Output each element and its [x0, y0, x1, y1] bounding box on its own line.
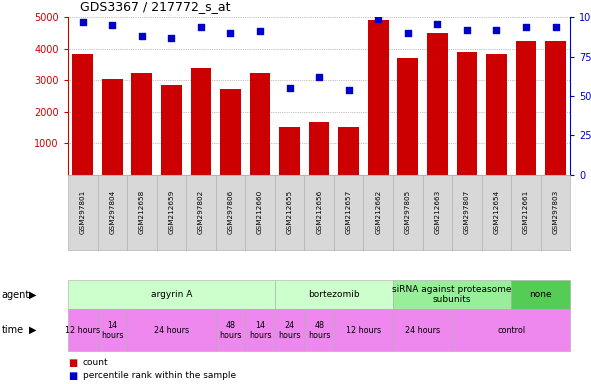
- Text: GSM297803: GSM297803: [553, 190, 558, 234]
- Point: [551, 24, 560, 30]
- Text: agent: agent: [2, 290, 30, 300]
- Text: ▶: ▶: [29, 325, 36, 335]
- Point: [314, 74, 324, 80]
- Text: GSM212661: GSM212661: [523, 190, 529, 234]
- Text: 12 hours: 12 hours: [346, 326, 381, 335]
- Text: bortezomib: bortezomib: [308, 290, 360, 299]
- Bar: [161, 85, 181, 175]
- Text: percentile rank within the sample: percentile rank within the sample: [83, 371, 236, 380]
- Text: GSM212659: GSM212659: [168, 190, 174, 234]
- Text: GSM212656: GSM212656: [316, 190, 322, 234]
- Bar: [486, 55, 506, 175]
- Text: GSM297804: GSM297804: [109, 190, 115, 234]
- Text: 24 hours: 24 hours: [405, 326, 440, 335]
- Bar: [249, 73, 270, 175]
- Text: none: none: [530, 290, 552, 299]
- Text: GSM297806: GSM297806: [228, 190, 233, 234]
- Point: [374, 16, 383, 22]
- Text: 48
hours: 48 hours: [308, 321, 330, 340]
- Text: GSM212655: GSM212655: [287, 190, 293, 234]
- Point: [462, 27, 472, 33]
- Point: [226, 30, 235, 36]
- Bar: [456, 52, 477, 175]
- Bar: [279, 127, 300, 175]
- Bar: [368, 20, 389, 175]
- Bar: [72, 55, 93, 175]
- Point: [78, 19, 87, 25]
- Bar: [190, 68, 211, 175]
- Point: [521, 24, 531, 30]
- Bar: [131, 73, 152, 175]
- Text: GSM297805: GSM297805: [405, 190, 411, 234]
- Text: ■: ■: [68, 371, 77, 381]
- Text: control: control: [497, 326, 525, 335]
- Bar: [309, 122, 329, 175]
- Bar: [427, 33, 447, 175]
- Bar: [102, 79, 123, 175]
- Point: [167, 35, 176, 41]
- Text: GSM212663: GSM212663: [434, 190, 440, 234]
- Text: 14
hours: 14 hours: [249, 321, 271, 340]
- Text: ▶: ▶: [29, 290, 36, 300]
- Text: 14
hours: 14 hours: [101, 321, 124, 340]
- Point: [196, 24, 206, 30]
- Text: GSM212660: GSM212660: [257, 190, 263, 234]
- Bar: [397, 58, 418, 175]
- Point: [492, 27, 501, 33]
- Text: 48
hours: 48 hours: [219, 321, 242, 340]
- Text: GSM297801: GSM297801: [80, 190, 86, 234]
- Text: GSM212662: GSM212662: [375, 190, 381, 234]
- Text: 12 hours: 12 hours: [65, 326, 100, 335]
- Bar: [515, 41, 536, 175]
- Text: GDS3367 / 217772_s_at: GDS3367 / 217772_s_at: [80, 0, 230, 13]
- Text: time: time: [2, 325, 24, 335]
- Text: siRNA against proteasome
subunits: siRNA against proteasome subunits: [392, 285, 512, 305]
- Bar: [338, 127, 359, 175]
- Text: GSM297802: GSM297802: [198, 190, 204, 234]
- Text: GSM212658: GSM212658: [139, 190, 145, 234]
- Point: [137, 33, 147, 39]
- Text: argyrin A: argyrin A: [151, 290, 192, 299]
- Text: count: count: [83, 358, 108, 367]
- Point: [285, 85, 294, 91]
- Text: 24
hours: 24 hours: [278, 321, 301, 340]
- Text: 24 hours: 24 hours: [154, 326, 189, 335]
- Text: GSM297807: GSM297807: [464, 190, 470, 234]
- Bar: [220, 89, 241, 175]
- Point: [433, 20, 442, 26]
- Point: [344, 87, 353, 93]
- Text: ■: ■: [68, 358, 77, 368]
- Point: [403, 30, 413, 36]
- Point: [108, 22, 117, 28]
- Point: [255, 28, 265, 35]
- Text: GSM212654: GSM212654: [493, 190, 499, 234]
- Bar: [545, 41, 566, 175]
- Text: GSM212657: GSM212657: [346, 190, 352, 234]
